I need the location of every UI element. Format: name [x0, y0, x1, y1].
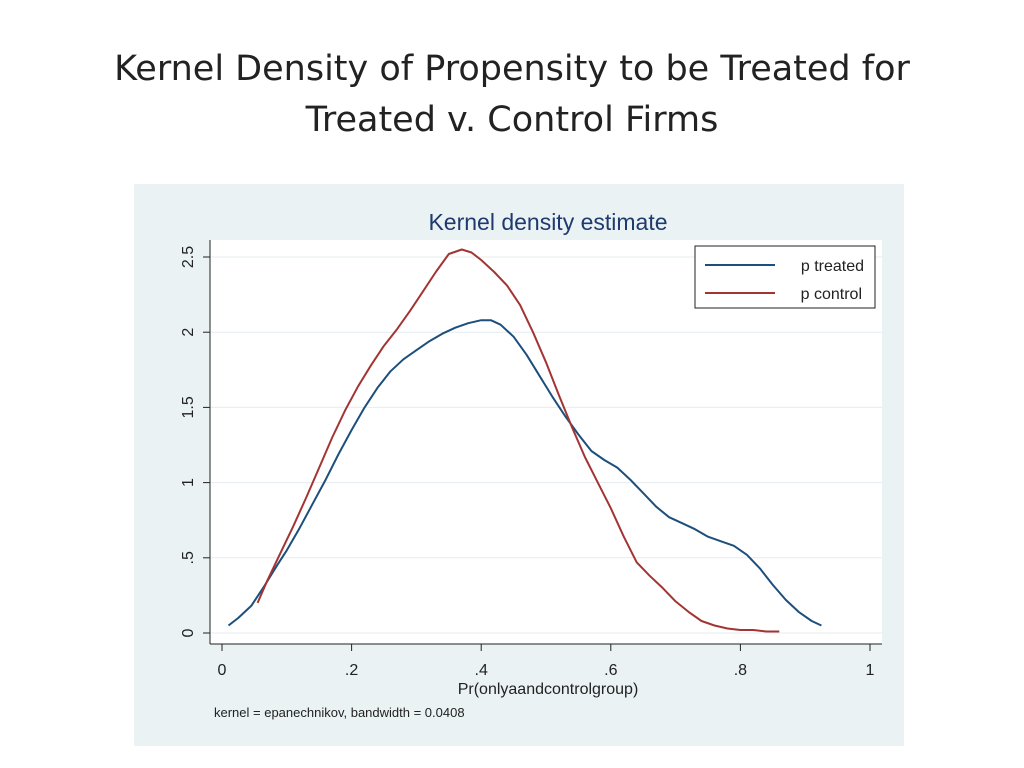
x-tick-label: .4	[475, 662, 488, 679]
series-line-p-control	[256, 248, 780, 633]
chart-title: Kernel density estimate	[428, 209, 667, 235]
slide-title-line-2: Treated v. Control Firms	[305, 100, 719, 140]
x-tick-label: 1	[866, 662, 875, 679]
kernel-density-chart: Kernel density estimate 0 .5 1 1.5 2 2.5 0 .2.…	[180, 209, 882, 720]
x-tick-label: 0	[218, 662, 227, 679]
slide-title: Kernel Density of Propensity to be Treat…	[0, 44, 1024, 146]
legend-box	[694, 245, 876, 309]
x-axis-label: Pr(onlyaandcontrolgroup)	[458, 681, 639, 698]
y-axis-ticks: 0 .5 1 1.5 2 2.5	[180, 246, 210, 637]
x-tick-label: .6	[604, 662, 617, 679]
slide-title-line-1: Kernel Density of Propensity to be Treat…	[114, 49, 910, 89]
kernel-note: kernel = epanechnikov, bandwidth = 0.040…	[214, 705, 465, 720]
x-tick-label: .2	[345, 662, 358, 679]
legend: p treated p control	[694, 245, 876, 309]
y-tick-label: 1.5	[180, 396, 197, 418]
y-tick-label: 2	[180, 328, 197, 337]
x-tick-label: .8	[734, 662, 747, 679]
x-axis-ticks: 0 .2 .4 .6 .8 1	[218, 644, 875, 679]
series-lines	[227, 248, 822, 633]
y-tick-label: 0	[180, 628, 197, 637]
y-tick-label: 1	[180, 478, 197, 487]
y-tick-label: 2.5	[180, 246, 197, 268]
legend-label-p-treated: p treated	[801, 258, 864, 275]
y-tick-label: .5	[180, 551, 197, 564]
legend-label-p-control: p control	[801, 286, 862, 303]
series-line-p-treated	[227, 319, 822, 627]
chart-panel: Kernel density estimate 0 .5 1 1.5 2 2.5 0 .2.…	[134, 184, 904, 746]
